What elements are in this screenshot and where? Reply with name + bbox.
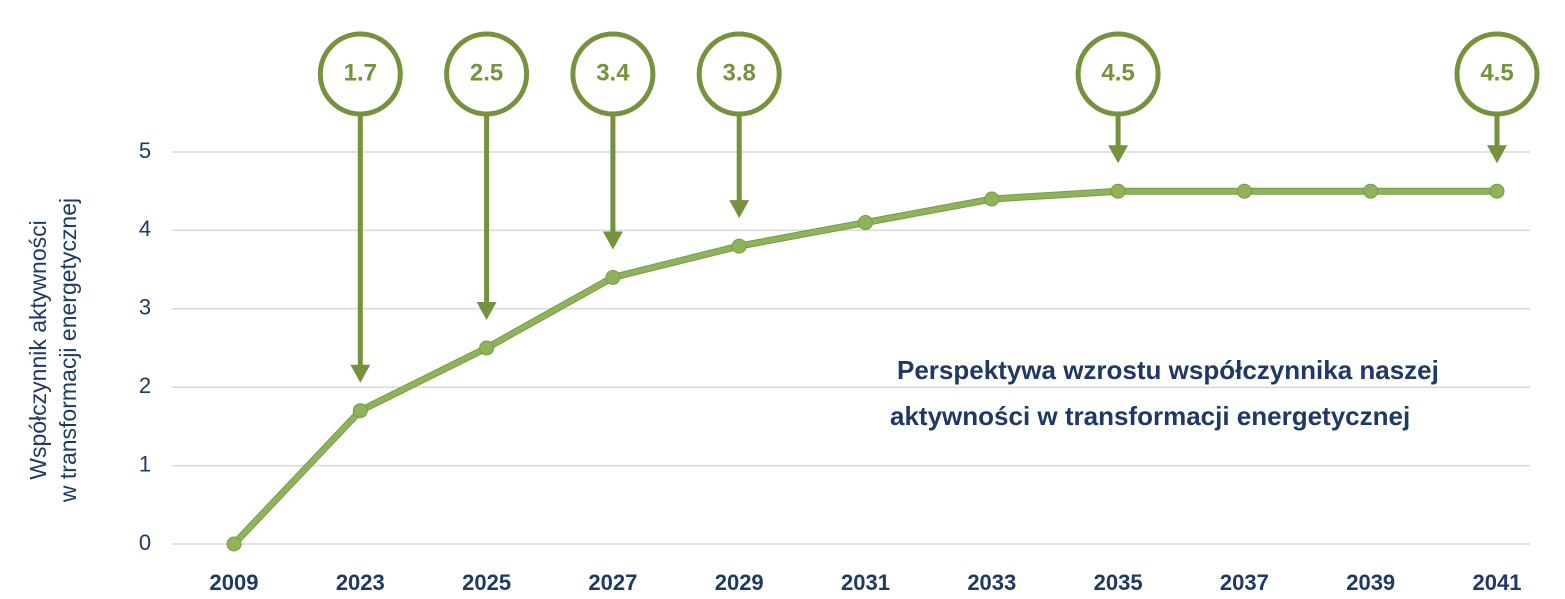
x-tick-label: 2039 <box>1346 570 1395 595</box>
data-point <box>1110 183 1126 199</box>
x-tick-label: 2027 <box>588 570 637 595</box>
data-label: 3.4 <box>596 59 630 86</box>
x-tick-label: 2033 <box>967 570 1016 595</box>
label-arrowhead <box>602 231 623 250</box>
chart-title: Perspektywa wzrostu współczynnika naszej <box>897 355 1439 385</box>
y-axis-label-line: w transformacji energetycznej <box>55 198 81 503</box>
label-arrowhead <box>350 364 371 383</box>
data-label: 2.5 <box>470 59 503 86</box>
data-point <box>479 340 495 356</box>
x-tick-label: 2035 <box>1094 570 1143 595</box>
x-tick-label: 2037 <box>1220 570 1269 595</box>
y-tick-label: 4 <box>139 216 151 241</box>
data-point <box>605 269 621 285</box>
y-axis-label-line: Współczynnik aktywności <box>25 220 51 479</box>
x-tick-label: 2025 <box>462 570 511 595</box>
data-point <box>984 191 1000 207</box>
label-arrowhead <box>1487 145 1507 164</box>
data-point <box>1236 183 1252 199</box>
label-arrowhead <box>1108 145 1129 164</box>
data-point <box>1363 183 1379 199</box>
y-tick-label: 5 <box>139 138 151 163</box>
y-tick-label: 1 <box>139 451 151 476</box>
data-point <box>858 215 873 231</box>
label-arrowhead <box>476 302 497 320</box>
data-label: 3.8 <box>723 59 756 86</box>
x-tick-label: 2031 <box>841 570 890 595</box>
data-point <box>226 536 242 552</box>
data-label: 1.7 <box>344 59 377 86</box>
x-tick-label: 2023 <box>336 570 385 595</box>
data-point <box>731 238 747 254</box>
x-tick-label: 2041 <box>1473 570 1522 595</box>
y-tick-label: 2 <box>139 373 151 398</box>
data-point <box>1489 183 1505 199</box>
x-tick-label: 2009 <box>210 570 259 595</box>
data-point <box>352 403 368 419</box>
y-tick-label: 0 <box>139 530 151 555</box>
y-axis-label: Współczynnik aktywności w transformacji … <box>25 198 81 503</box>
data-label: 4.5 <box>1480 59 1513 86</box>
chart-title: aktywności w transformacji energetycznej <box>890 401 1410 431</box>
x-tick-label: 2029 <box>715 570 764 595</box>
y-tick-label: 3 <box>139 295 151 320</box>
label-arrowhead <box>729 200 750 219</box>
data-label: 4.5 <box>1101 59 1134 86</box>
